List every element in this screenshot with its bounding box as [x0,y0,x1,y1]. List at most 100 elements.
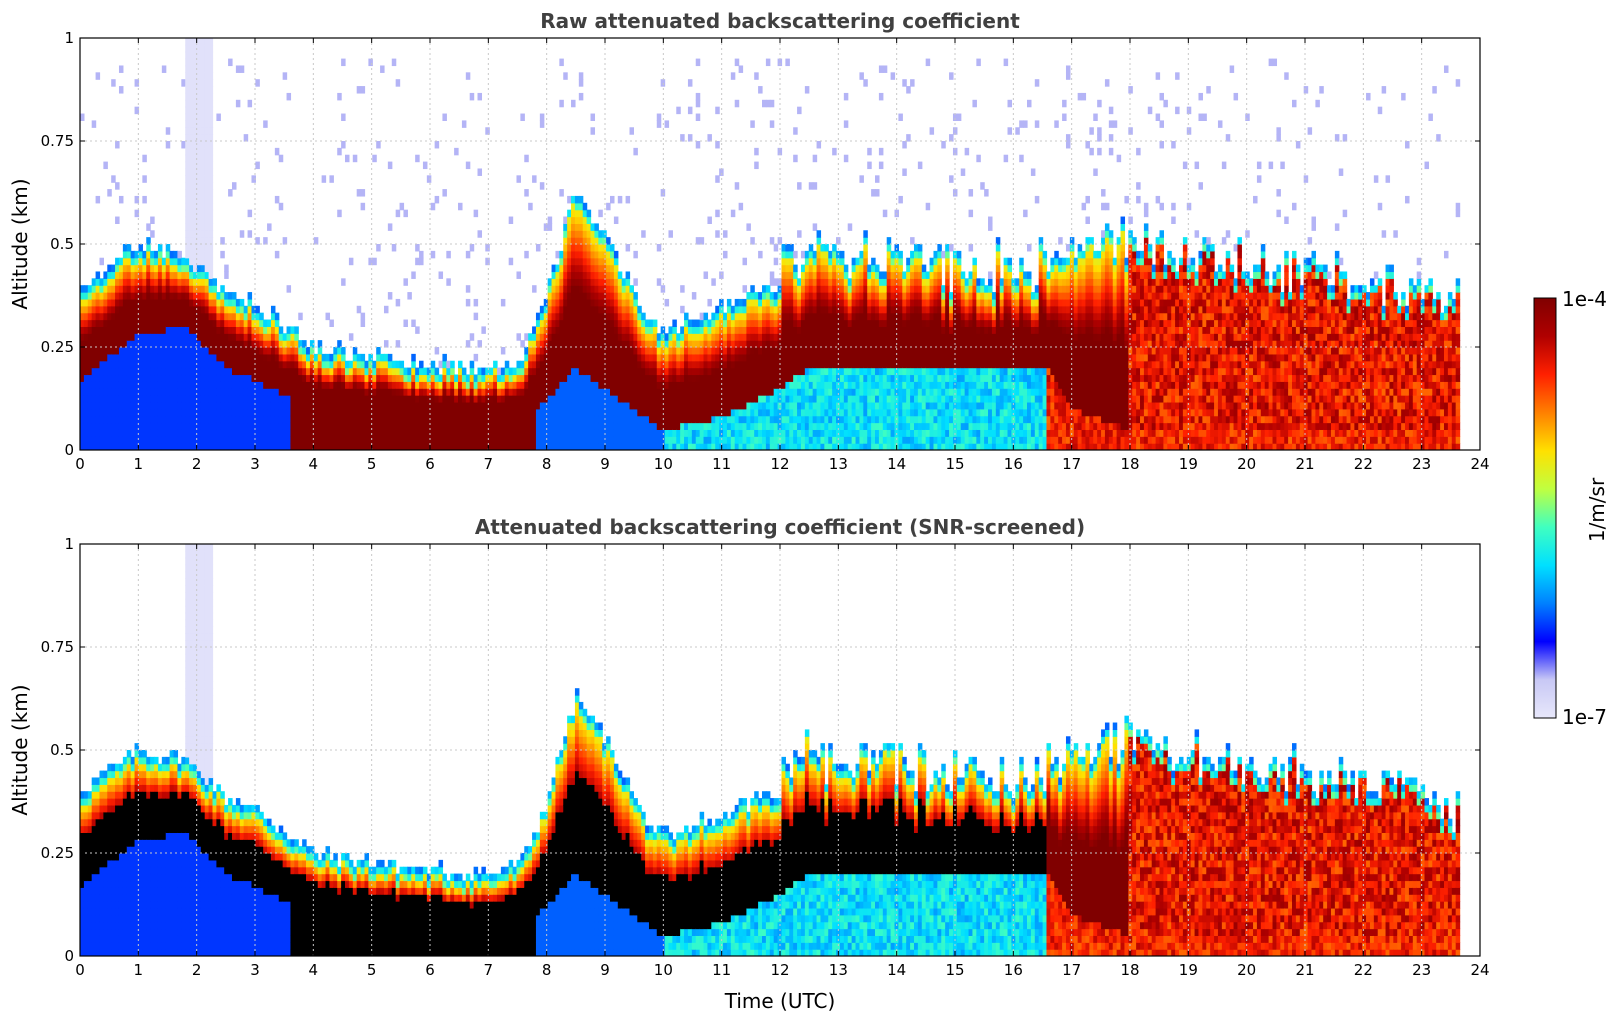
heatmap-cell [469,401,475,410]
heatmap-cell [438,436,444,444]
heatmap-cell [828,401,833,410]
heatmap-cell [613,443,619,450]
heatmap-cell [555,319,560,327]
heatmap-cell [99,292,104,300]
heatmap-cell [808,443,814,450]
heatmap-cell [130,319,136,327]
heatmap-cell [99,305,104,314]
heatmap-cell [645,333,650,341]
heatmap-cell [430,408,436,417]
heatmap-cell [578,360,584,369]
heatmap-cell [578,340,584,348]
heatmap-cell [516,443,521,450]
heatmap-cell [450,443,455,450]
heatmap-cell [750,360,755,369]
heatmap-cell [633,367,638,376]
heatmap-cell [528,443,533,450]
heatmap-cell [107,264,112,273]
heatmap-cell [843,264,849,273]
heatmap-cell [586,395,592,403]
heatmap-cell [691,436,697,444]
heatmap-cell [270,347,276,355]
heatmap-cell [95,326,101,334]
heatmap-cell [442,353,447,362]
heatmap-cell [602,271,607,279]
heatmap-cell [863,395,868,403]
heatmap-cell [481,374,486,382]
heatmap-cell [606,353,611,362]
heatmap-cell [836,436,841,444]
heatmap-cell [668,326,673,334]
heatmap-cell [200,250,206,259]
heatmap-cell [625,429,631,437]
heatmap-cell [325,429,331,437]
heatmap-cell [800,360,806,369]
heatmap-cell [80,340,85,348]
heatmap-cell [204,353,210,362]
heatmap-cell [306,401,311,410]
heatmap-cell [107,298,112,307]
heatmap-cell [512,415,518,424]
heatmap-cell [134,429,140,437]
heatmap-cell [415,154,420,163]
heatmap-cell [387,395,393,403]
heatmap-cell [504,374,510,382]
heatmap-cell [345,415,350,424]
heatmap-cell [641,360,646,369]
heatmap-cell [204,401,210,410]
heatmap-cell [278,154,284,163]
heatmap-cell [828,429,833,437]
heatmap-cell [154,250,159,259]
heatmap-cell [820,312,825,321]
heatmap-cell [773,312,779,321]
heatmap-cell [259,340,264,348]
heatmap-cell [594,312,599,321]
heatmap-cell [458,415,463,424]
heatmap-cell [719,333,724,341]
heatmap-cell [259,408,264,417]
heatmap-cell [200,86,206,94]
heatmap-cell [843,360,849,369]
heatmap-cell [469,388,475,396]
heatmap-cell [80,367,85,376]
heatmap-cell [804,333,810,341]
heatmap-cell [208,408,214,417]
heatmap-cell [532,340,537,348]
heatmap-cell [193,305,198,314]
heatmap-cell [224,360,229,369]
heatmap-cell [875,374,880,382]
heatmap-cell [539,333,545,341]
heatmap-cell [711,408,716,417]
heatmap-cell [341,278,346,286]
heatmap-cell [465,436,471,444]
heatmap-cell [551,367,557,376]
heatmap-cell [535,374,541,382]
heatmap-cell [590,429,596,437]
heatmap-cell [695,443,701,450]
heatmap-cell [648,381,654,389]
heatmap-cell [485,408,490,417]
heatmap-cell [555,271,560,279]
heatmap-cell [800,429,806,437]
heatmap-cell [196,161,202,170]
heatmap-cell [832,340,837,348]
heatmap-cell [154,257,159,266]
heatmap-cell [672,340,677,348]
heatmap-cell [528,367,533,376]
heatmap-cell [508,422,514,430]
heatmap-cell [239,395,245,403]
heatmap-cell [723,340,728,348]
heatmap-cell [762,360,767,369]
heatmap-cell [571,216,576,224]
heatmap-cell [578,347,584,355]
heatmap-cell [590,353,596,362]
heatmap-cell [270,305,276,314]
heatmap-cell [586,367,592,376]
heatmap-cell [345,408,350,417]
heatmap-cell [816,360,822,369]
heatmap-cell [707,367,712,376]
heatmap-cell [263,401,268,410]
heatmap-cell [629,429,634,437]
heatmap-cell [115,326,120,334]
heatmap-cell [200,168,206,176]
